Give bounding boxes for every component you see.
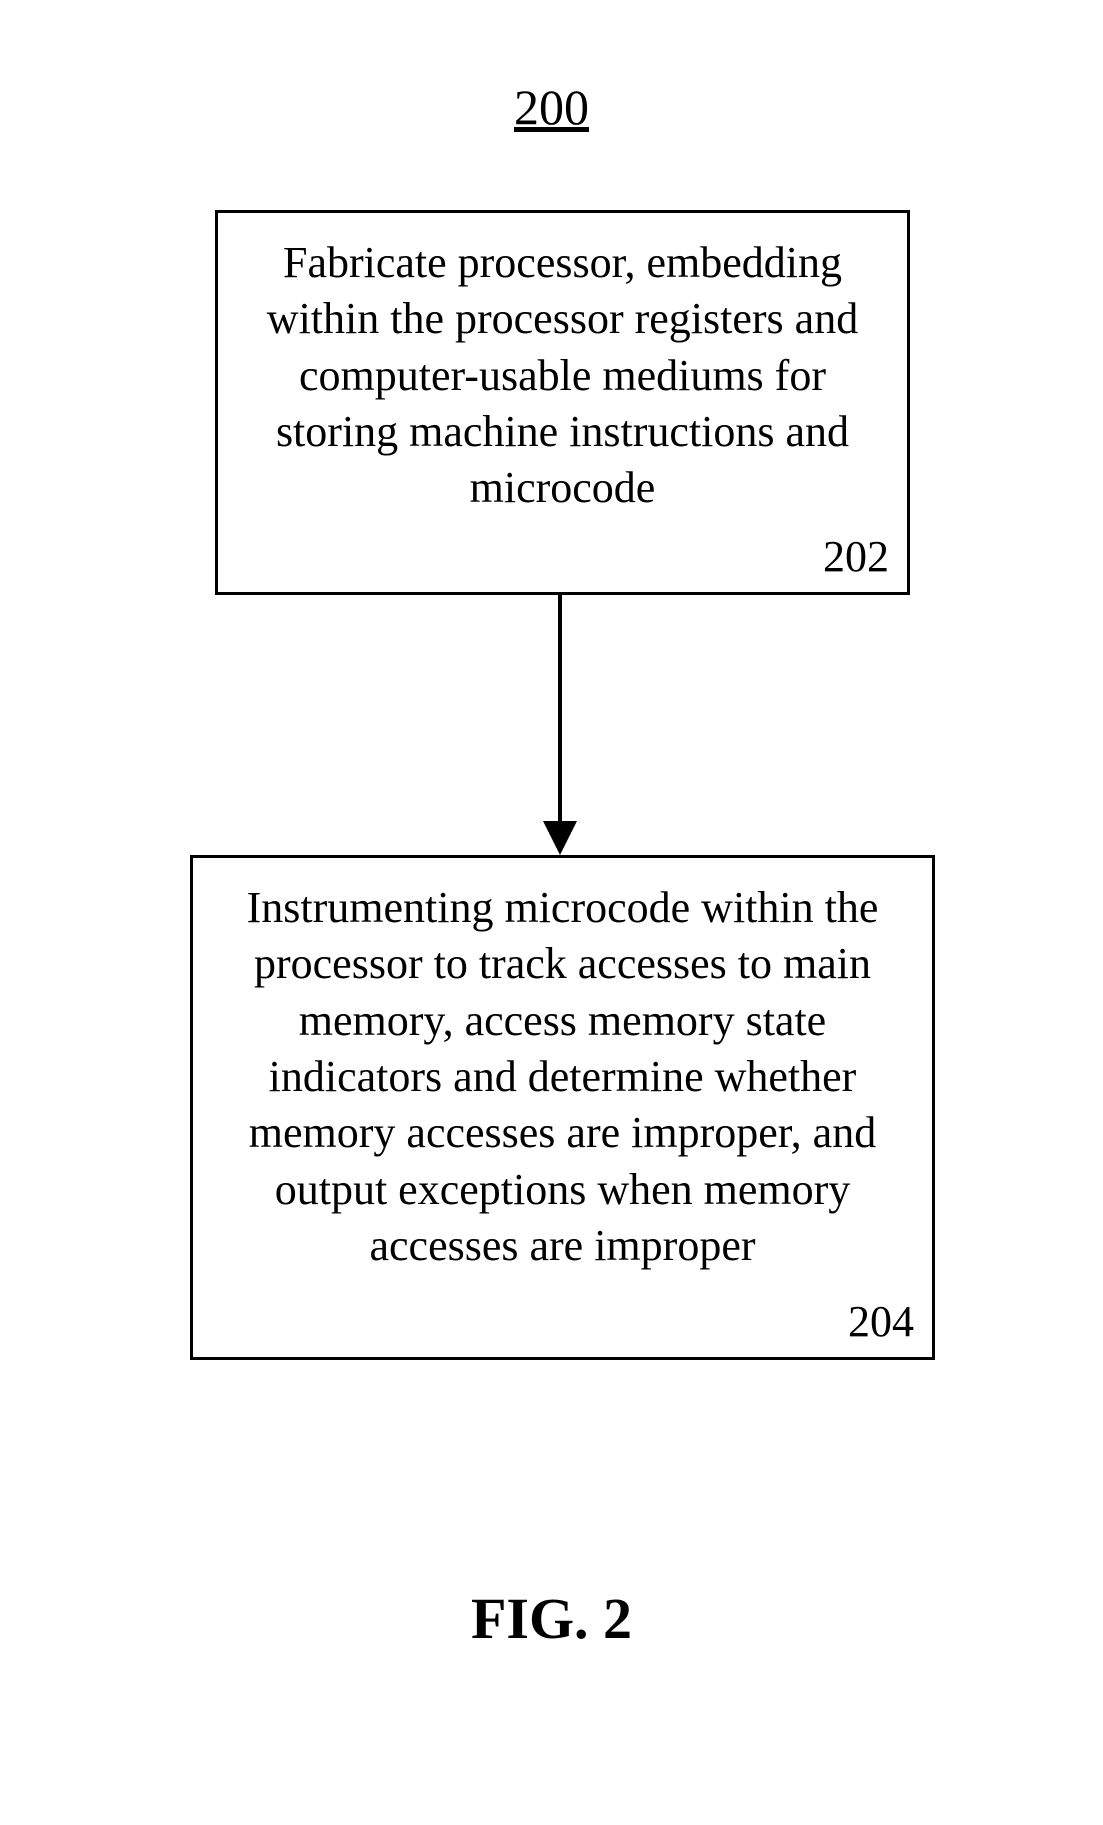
flow-step-204: Instrumenting microcode within the proce…	[190, 855, 935, 1360]
flow-step-202-text: Fabricate processor, embedding within th…	[218, 213, 907, 517]
flow-arrow-line	[558, 595, 562, 821]
figure-caption: FIG. 2	[0, 1585, 1103, 1652]
figure-number: 200	[0, 78, 1103, 136]
flow-step-202-ref: 202	[823, 531, 889, 582]
flow-arrow-head	[543, 821, 577, 855]
flow-step-204-ref: 204	[848, 1296, 914, 1347]
flow-step-202: Fabricate processor, embedding within th…	[215, 210, 910, 595]
flow-step-204-text: Instrumenting microcode within the proce…	[193, 858, 932, 1274]
figure-page: 200 Fabricate processor, embedding withi…	[0, 0, 1103, 1825]
